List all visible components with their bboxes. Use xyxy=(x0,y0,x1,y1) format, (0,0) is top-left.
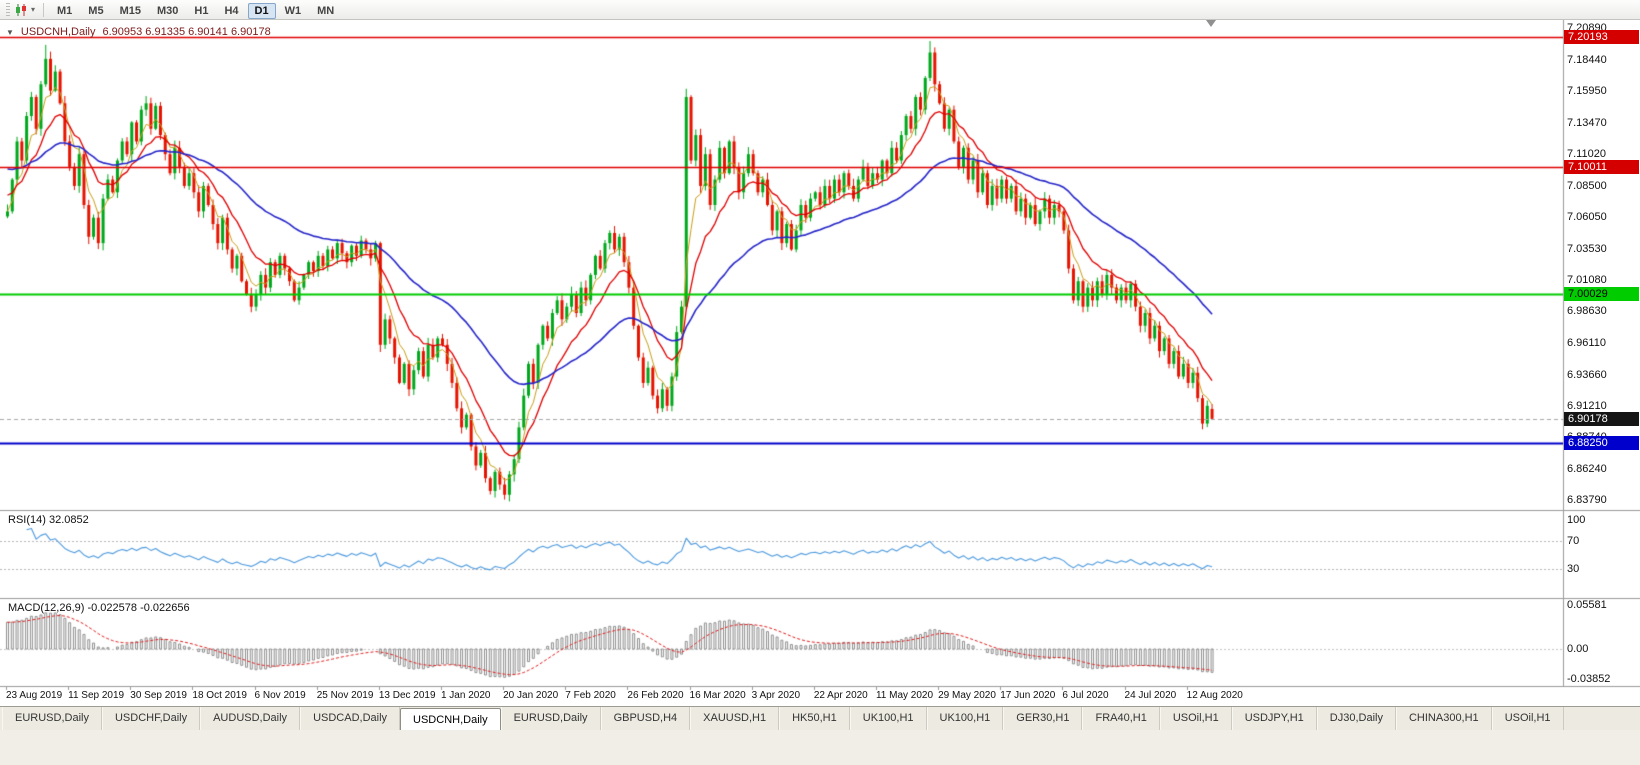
date-axis-label: 1 Jan 2020 xyxy=(440,690,491,701)
price-axis-label: 6.86240 xyxy=(1567,462,1607,475)
date-axis-label: 26 Feb 2020 xyxy=(627,690,684,701)
timeframe-button-h4[interactable]: H4 xyxy=(224,4,239,17)
price-axis-label: 7.08500 xyxy=(1567,179,1607,192)
timeframe-button-m30[interactable]: M30 xyxy=(156,4,179,17)
date-axis-label: 24 Jul 2020 xyxy=(1124,690,1177,701)
chart-type-caret-icon[interactable]: ▾ xyxy=(31,5,36,14)
date-axis-label: 12 Aug 2020 xyxy=(1186,690,1243,701)
chart-tab-usdcad-daily[interactable]: USDCAD,Daily xyxy=(300,707,401,730)
timeframe-button-m5[interactable]: M5 xyxy=(88,4,104,17)
date-axis-label: 3 Apr 2020 xyxy=(751,690,801,701)
chart-tab-usoil-h1[interactable]: USOil,H1 xyxy=(1159,707,1232,730)
timeframe-button-m15[interactable]: M15 xyxy=(119,4,141,17)
date-axis-label: 25 Nov 2019 xyxy=(316,690,374,701)
rsi-axis-label: 100 xyxy=(1567,513,1586,526)
date-axis-label: 13 Dec 2019 xyxy=(378,690,436,701)
price-axis-label: 6.98630 xyxy=(1567,305,1607,318)
price-axis-label: 7.18440 xyxy=(1567,53,1607,66)
date-axis-label: 18 Oct 2019 xyxy=(192,690,247,701)
current-price-badge: 6.90178 xyxy=(1564,411,1639,426)
timeframe-button-d1[interactable]: D1 xyxy=(247,2,276,19)
price-axis-label: 7.01080 xyxy=(1567,274,1607,287)
date-axis-label: 30 Sep 2019 xyxy=(130,690,187,701)
timeframe-button-m1[interactable]: M1 xyxy=(57,4,73,17)
price-axis-label: 6.96110 xyxy=(1567,337,1606,350)
chart-tab-usdcnh-daily[interactable]: USDCNH,Daily xyxy=(400,708,501,730)
timeframe-button-mn[interactable]: MN xyxy=(317,4,335,17)
resistance-upper-badge: 7.20193 xyxy=(1564,30,1639,45)
date-axis-label: 6 Nov 2019 xyxy=(254,690,306,701)
date-axis-label: 16 Mar 2020 xyxy=(689,690,746,701)
rsi-axis-label: 30 xyxy=(1567,563,1580,576)
price-axis-label: 7.15950 xyxy=(1567,85,1607,98)
candlestick-chart-icon[interactable] xyxy=(14,3,29,17)
timeframe-button-h1[interactable]: H1 xyxy=(194,4,209,17)
date-axis-label: 29 May 2020 xyxy=(938,690,996,701)
price-chart-canvas[interactable] xyxy=(0,20,1640,706)
date-axis-label: 7 Feb 2020 xyxy=(565,690,616,701)
toolbar-separator xyxy=(43,2,45,17)
collapse-caret-icon[interactable]: ▼ xyxy=(6,27,14,37)
chart-panel: ▼ USDCNH,Daily 6.90953 6.91335 6.90141 6… xyxy=(0,20,1640,706)
chart-tab-china300-h1[interactable]: CHINA300,H1 xyxy=(1395,707,1492,730)
top-toolbar: ▾ M1 M5 M15 M30 H1 H4 D1 W1 MN xyxy=(0,0,1640,20)
chart-tab-xauusd-h1[interactable]: XAUUSD,H1 xyxy=(690,707,780,730)
symbol-period-label: USDCNH,Daily xyxy=(20,26,96,38)
chart-tab-audusd-daily[interactable]: AUDUSD,Daily xyxy=(200,707,301,730)
status-bar xyxy=(0,730,1640,765)
chart-tab-uk100-h1[interactable]: UK100,H1 xyxy=(849,707,927,730)
chart-tab-eurusd-daily[interactable]: EURUSD,Daily xyxy=(2,707,102,730)
date-axis-label: 22 Apr 2020 xyxy=(813,690,868,701)
date-axis-label: 11 May 2020 xyxy=(875,690,934,701)
chart-tab-dj30-daily[interactable]: DJ30,Daily xyxy=(1316,707,1396,730)
macd-indicator-label: MACD(12,26,9) -0.022578 -0.022656 xyxy=(8,602,190,614)
price-axis-label: 7.06050 xyxy=(1567,211,1607,224)
chart-shift-marker-icon[interactable] xyxy=(1206,20,1216,27)
timeframe-buttons-group: M1 M5 M15 M30 H1 H4 D1 W1 MN xyxy=(49,1,342,19)
rsi-axis-label: 70 xyxy=(1567,534,1580,547)
support-green-badge: 7.00029 xyxy=(1564,286,1639,301)
price-axis-label: 7.03530 xyxy=(1567,243,1607,256)
chart-title: ▼ USDCNH,Daily 6.90953 6.91335 6.90141 6… xyxy=(6,26,271,38)
chart-tab-eurusd-daily[interactable]: EURUSD,Daily xyxy=(500,707,601,730)
price-axis-label: 7.13470 xyxy=(1567,116,1607,129)
date-axis-label: 20 Jan 2020 xyxy=(503,690,559,701)
price-axis-label: 6.83790 xyxy=(1567,493,1607,506)
price-axis-label: 6.91210 xyxy=(1567,399,1607,412)
date-axis-label: 11 Sep 2019 xyxy=(68,690,125,701)
price-axis-label: 6.93660 xyxy=(1567,368,1607,381)
chart-tab-hk50-h1[interactable]: HK50,H1 xyxy=(779,707,850,730)
chart-tab-usdjpy-h1[interactable]: USDJPY,H1 xyxy=(1231,707,1317,730)
chart-tab-usdchf-daily[interactable]: USDCHF,Daily xyxy=(101,707,201,730)
chart-tab-ger30-h1[interactable]: GER30,H1 xyxy=(1003,707,1083,730)
rsi-indicator-label: RSI(14) 32.0852 xyxy=(8,514,89,526)
macd-axis-label: 0.00 xyxy=(1567,643,1589,655)
toolbar-drag-handle[interactable] xyxy=(6,2,10,17)
resistance-badge: 7.10011 xyxy=(1564,159,1639,174)
macd-axis-label: 0.05581 xyxy=(1567,599,1607,612)
chart-tabs-bar: EURUSD,Daily USDCHF,Daily AUDUSD,Daily USDC… xyxy=(0,706,1640,730)
price-axis-label: 7.11020 xyxy=(1567,147,1606,160)
macd-axis-label: -0.03852 xyxy=(1567,673,1611,686)
chart-tab-gbpusd-h4[interactable]: GBPUSD,H4 xyxy=(600,707,691,730)
ohlc-values: 6.90953 6.91335 6.90141 6.90178 xyxy=(102,26,271,38)
chart-tab-fra40-h1[interactable]: FRA40,H1 xyxy=(1082,707,1160,730)
date-axis-label: 23 Aug 2019 xyxy=(6,690,63,701)
chart-tab-usoil-h1[interactable]: USOil,H1 xyxy=(1491,707,1564,730)
support-blue-badge: 6.88250 xyxy=(1564,436,1639,451)
chart-tab-uk100-h1[interactable]: UK100,H1 xyxy=(926,707,1004,730)
timeframe-button-w1[interactable]: W1 xyxy=(284,4,302,17)
date-axis-label: 17 Jun 2020 xyxy=(1000,690,1056,701)
date-axis-label: 6 Jul 2020 xyxy=(1062,690,1109,701)
